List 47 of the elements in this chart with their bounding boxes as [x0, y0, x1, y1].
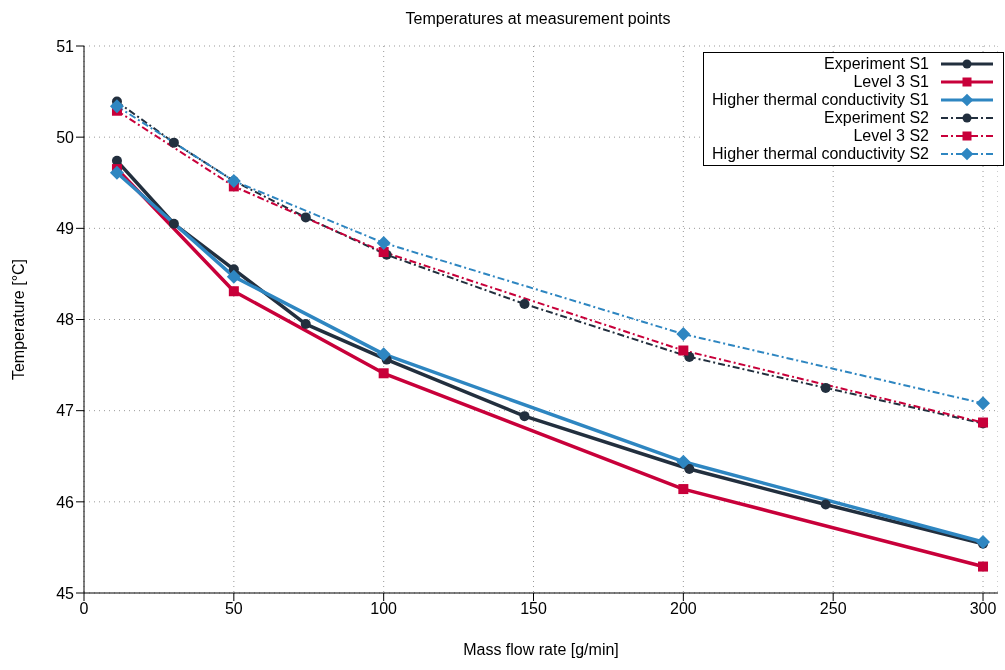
y-tick-label: 45: [56, 584, 75, 602]
point: [168, 137, 179, 148]
point: [976, 396, 991, 411]
x-tick-label: 150: [520, 600, 547, 618]
point: [676, 327, 691, 342]
legend-label: Higher thermal conductivity S2: [712, 145, 929, 163]
point: [376, 235, 391, 250]
point: [820, 382, 831, 393]
point: [976, 534, 991, 549]
x-tick-label: 0: [79, 600, 89, 618]
y-tick-label: 48: [56, 311, 75, 329]
point: [684, 464, 695, 475]
x-tick-label: 50: [224, 600, 243, 618]
point: [378, 368, 389, 379]
x-tick-label: 200: [669, 600, 697, 618]
point: [109, 165, 124, 180]
point: [684, 351, 695, 362]
point: [820, 499, 831, 510]
legend-label: Higher thermal conductivity S1: [712, 91, 929, 109]
legend-label: Experiment S2: [824, 109, 929, 127]
point: [678, 345, 689, 356]
point: [376, 347, 391, 362]
legend-label: Level 3 S1: [853, 73, 929, 91]
point: [519, 411, 530, 422]
y-tick-label: 46: [56, 493, 75, 511]
y-tick-label: 50: [56, 128, 75, 146]
point: [300, 319, 311, 330]
point: [678, 484, 689, 495]
y-axis-title: Temperature [°C]: [9, 258, 27, 381]
point: [519, 299, 530, 309]
point: [109, 99, 124, 114]
x-axis-title: Mass flow rate [g/min]: [463, 641, 619, 658]
y-tick-label: 51: [56, 37, 75, 55]
point: [168, 218, 179, 229]
point: [978, 561, 989, 572]
y-tick-label: 49: [56, 220, 75, 238]
legend-label: Level 3 S2: [853, 127, 929, 145]
y-tick-label: 47: [56, 402, 75, 420]
legend-label: Experiment S1: [824, 55, 929, 73]
point: [676, 454, 691, 469]
x-tick-label: 300: [969, 600, 997, 618]
x-tick-label: 250: [819, 600, 847, 618]
x-tick-label: 100: [370, 600, 398, 618]
point: [226, 269, 241, 284]
chart-title: Temperatures at measurement points: [404, 9, 672, 29]
point: [228, 286, 239, 297]
point: [300, 212, 311, 223]
